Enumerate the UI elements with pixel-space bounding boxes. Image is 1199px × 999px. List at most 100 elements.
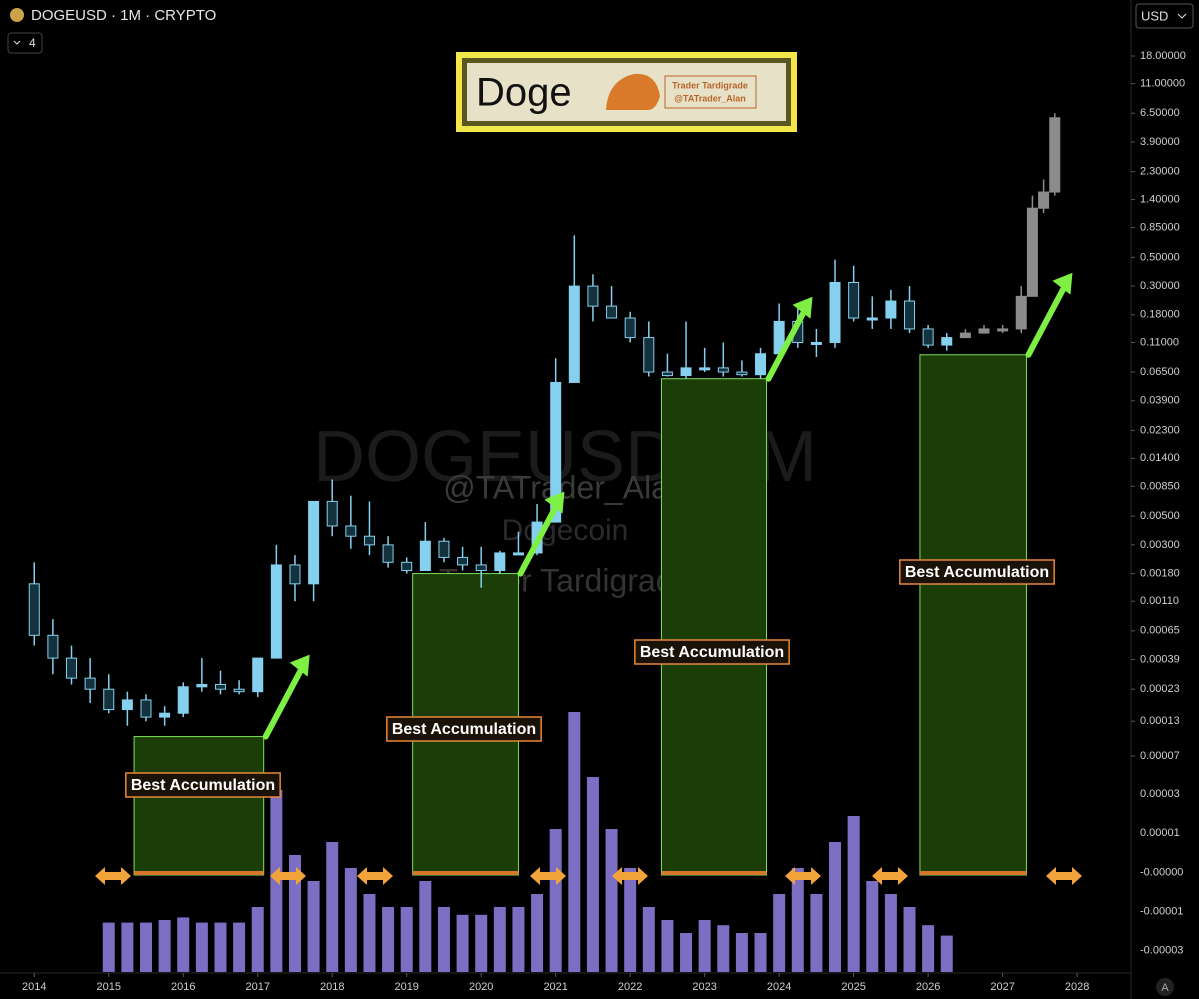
candle-body <box>121 699 133 711</box>
volume-bar <box>735 933 748 972</box>
y-tick-label: 0.00013 <box>1140 715 1180 727</box>
y-tick-label: 0.00300 <box>1140 539 1180 551</box>
candle-body <box>866 317 878 321</box>
breakout-arrow <box>517 502 560 577</box>
volume-bar <box>531 894 544 972</box>
volume-bar <box>475 914 488 972</box>
x-tick-label: 2024 <box>767 981 791 993</box>
y-tick-label: 2.30000 <box>1140 166 1180 178</box>
candle-body <box>196 684 208 688</box>
breakout-arrow <box>1025 283 1068 358</box>
range-arrow <box>785 867 821 885</box>
zone-label: Best Accumulation <box>392 721 536 738</box>
volume-bar <box>177 917 190 972</box>
y-tick-label: 0.03900 <box>1140 395 1180 407</box>
logo-line: @TATrader_Alan <box>674 93 745 103</box>
candle-body <box>885 300 897 319</box>
y-tick-label: 1.40000 <box>1140 193 1180 205</box>
watermark-text: Dogecoin <box>502 514 629 547</box>
chevron <box>1177 13 1187 19</box>
auto-scale-label: A <box>1161 982 1169 994</box>
volume-bar <box>940 935 953 972</box>
accumulation-zone <box>919 354 1027 876</box>
auto-scale-button[interactable] <box>1156 978 1174 996</box>
breakout-arrowhead <box>1052 272 1073 295</box>
logo-icon <box>606 73 660 110</box>
volume-bar <box>139 922 152 972</box>
volume-bar <box>400 907 413 972</box>
x-tick-label: 2022 <box>618 981 642 993</box>
x-tick-label: 2026 <box>916 981 940 993</box>
candle-body <box>624 317 636 339</box>
volume-bar <box>847 816 860 972</box>
x-tick-label: 2025 <box>841 981 865 993</box>
candle-body <box>401 561 413 572</box>
y-tick-label: 0.00039 <box>1140 653 1180 665</box>
candle-body <box>382 544 394 563</box>
volume-bar <box>717 925 730 972</box>
zone-label: Best Accumulation <box>640 644 784 661</box>
volume-bar <box>214 922 227 972</box>
candle-body <box>661 371 673 377</box>
volume-bar <box>363 894 376 972</box>
candle-body <box>1015 295 1027 330</box>
y-tick-label: 6.50000 <box>1140 107 1180 119</box>
candle-body <box>326 500 338 527</box>
candle-body <box>66 657 78 679</box>
volume-bar <box>493 907 506 972</box>
x-tick-label: 2018 <box>320 981 344 993</box>
x-tick-label: 2014 <box>22 981 46 993</box>
y-tick-label: 0.00007 <box>1140 750 1180 762</box>
range-arrow <box>357 867 393 885</box>
candle-body <box>438 540 450 558</box>
volume-bar <box>884 894 897 972</box>
currency-select[interactable] <box>1135 3 1194 29</box>
candle-body <box>214 684 226 690</box>
candle-body <box>755 353 767 376</box>
indicator-toggle[interactable] <box>7 32 43 54</box>
volume-bar <box>773 894 786 972</box>
y-tick-label: 18.00000 <box>1140 50 1186 62</box>
candle-body <box>252 657 264 693</box>
candle-body <box>959 332 971 339</box>
candle-body <box>941 337 953 346</box>
candle-body <box>494 552 506 572</box>
volume-bar <box>903 907 916 972</box>
volume-bar <box>233 922 246 972</box>
volume-bar <box>624 868 637 972</box>
candle-body <box>84 677 96 690</box>
candle-body <box>1026 207 1038 297</box>
x-tick-label: 2020 <box>469 981 493 993</box>
candle-body <box>699 367 711 371</box>
volume-bar <box>922 925 935 972</box>
candle-body <box>904 300 916 330</box>
candle-body <box>848 281 860 319</box>
x-tick-label: 2016 <box>171 981 195 993</box>
x-tick-label: 2019 <box>394 981 418 993</box>
indicator-count: 4 <box>29 36 36 50</box>
candle-body <box>512 552 524 556</box>
volume-bar <box>698 920 711 972</box>
volume-bar <box>586 777 599 972</box>
currency: USD <box>1141 8 1168 23</box>
candle-body <box>475 564 487 572</box>
range-arrow <box>270 867 306 885</box>
x-tick-label: 2023 <box>692 981 716 993</box>
volume-bar <box>382 907 395 972</box>
candle-body <box>810 341 822 345</box>
zone-label: Best Accumulation <box>905 564 1049 581</box>
volume-bar <box>288 855 301 972</box>
volume-bar <box>326 842 339 972</box>
candle-body <box>568 285 580 383</box>
volume-bar <box>810 894 823 972</box>
candle-body <box>606 305 618 319</box>
volume-bar <box>791 868 804 972</box>
y-tick-label: 0.18000 <box>1140 309 1180 321</box>
candle-body <box>643 337 655 373</box>
range-arrow <box>872 867 908 885</box>
y-tick-label: 0.30000 <box>1140 280 1180 292</box>
candle-body <box>457 556 469 566</box>
volume-bar <box>344 868 357 972</box>
